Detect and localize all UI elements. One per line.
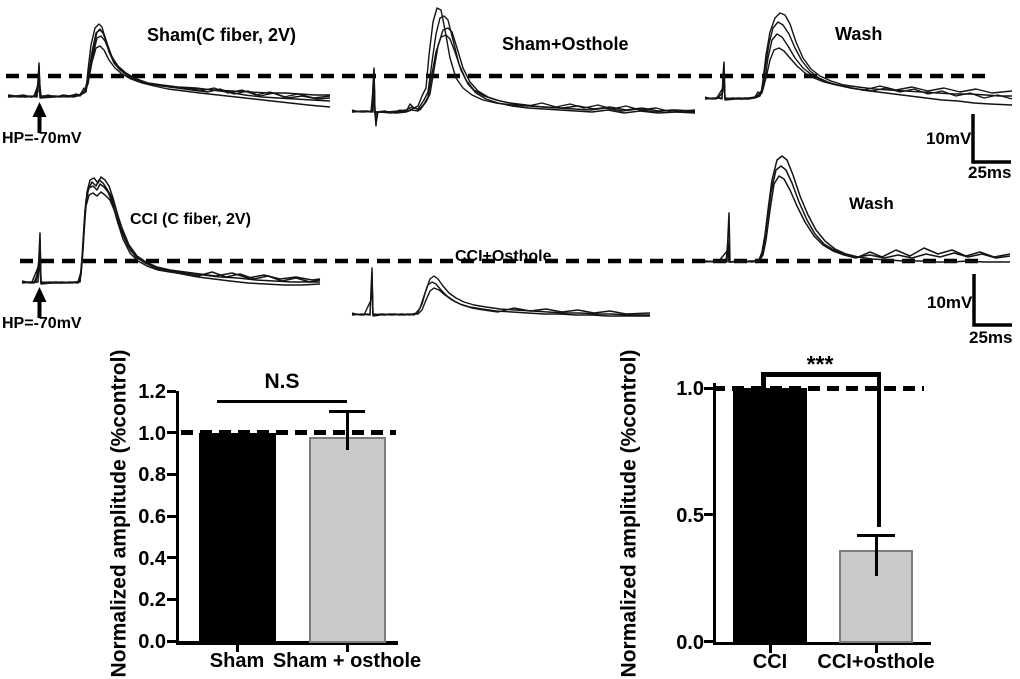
error-bar-cap: [329, 410, 365, 414]
significance-stars: ***: [806, 351, 834, 377]
y-axis-tick: [167, 556, 176, 560]
sig-bracket-right-drop: [876, 372, 881, 527]
trace-path: [351, 7, 696, 127]
y-tick-label: 0.2: [138, 589, 166, 612]
y-axis-tick: [167, 639, 176, 643]
y-axis-tick: [167, 514, 176, 518]
x-axis-tick: [874, 644, 878, 653]
x-axis-tick: [235, 644, 239, 652]
trace-path: [351, 279, 651, 316]
bar: [733, 388, 807, 644]
scalebar-top-time-label: 25ms: [968, 163, 1012, 182]
y-axis-tick: [167, 597, 176, 601]
x-axis-line: [176, 641, 398, 645]
x-axis-tick: [768, 644, 772, 653]
y-axis-tick: [167, 472, 176, 476]
trace-path: [7, 45, 331, 108]
stimulus-arrow-bottom: [32, 287, 47, 318]
category-label: CCI: [752, 650, 788, 673]
y-axis-tick: [167, 431, 176, 435]
y-axis-tick: [167, 389, 176, 393]
panel-title-sham-osthole: Sham+Osthole: [502, 34, 629, 54]
cci-osthole-traces: [351, 267, 651, 317]
x-axis-tick: [345, 644, 349, 652]
y-axis-line: [713, 383, 716, 645]
y-tick-label: 0.5: [676, 504, 704, 527]
trace-path: [351, 267, 650, 317]
sig-bracket-horizontal: [761, 372, 881, 377]
panel-title-cci-osthole: CCI+Osthole: [455, 248, 552, 265]
y-axis-tick: [704, 640, 713, 643]
holding-potential-label-top: HP=-70mV: [2, 130, 82, 147]
scalebar-bottom-voltage-label: 10mV: [927, 293, 973, 312]
trace-path: [704, 33, 1013, 106]
panel-title-sham: Sham(C fiber, 2V): [147, 25, 297, 45]
sham-osthole-traces: [351, 7, 696, 127]
panel-title-wash-bottom: Wash: [849, 194, 894, 213]
wash-bottom-traces: [704, 155, 1011, 263]
y-tick-label: 0.4: [138, 547, 166, 570]
error-bar-line: [874, 535, 878, 577]
ns-annotation: N.S: [264, 370, 300, 393]
trace-path: [704, 155, 1010, 263]
reference-dashed-line: [713, 385, 924, 391]
ns-comparison-line: [217, 400, 347, 403]
trace-path: [704, 47, 1013, 100]
trace-path: [704, 165, 1011, 263]
y-tick-label: 0.0: [676, 631, 704, 654]
scalebar-top-voltage-label: 10mV: [926, 129, 972, 148]
sham-traces: [7, 23, 331, 108]
stimulus-arrow-top: [32, 102, 47, 133]
trace-path: [21, 176, 320, 284]
y-tick-label: 0.8: [138, 464, 166, 487]
category-label: Sham: [209, 650, 265, 672]
arrow-up-icon: [32, 287, 47, 302]
y-tick-label: 1.0: [138, 422, 166, 445]
trace-path: [21, 183, 321, 285]
scalebar-bottom: [972, 274, 1012, 327]
arrow-up-icon: [32, 102, 47, 117]
sig-bracket-left-drop: [761, 372, 766, 389]
cci-traces: [21, 176, 321, 286]
traces-svg: [6, 7, 1013, 327]
scalebar-top: [971, 114, 1011, 164]
bar: [308, 436, 386, 643]
trace-path: [704, 21, 1013, 101]
trace-path: [7, 28, 331, 100]
y-axis-tick: [704, 386, 713, 390]
panel-title-cci: CCI (C fiber, 2V): [130, 211, 251, 228]
y-axis-line: [176, 391, 179, 645]
bar: [198, 432, 276, 643]
y-tick-label: 1.2: [138, 381, 166, 404]
category-label: Sham + osthole: [272, 650, 422, 672]
scalebar-bottom-time-label: 25ms: [969, 328, 1013, 347]
holding-potential-label-bottom: HP=-70mV: [2, 315, 82, 332]
y-tick-label: 1.0: [676, 378, 704, 400]
trace-path: [21, 191, 321, 286]
trace-path: [351, 271, 650, 317]
trace-path: [351, 34, 696, 116]
error-bar-cap: [857, 533, 895, 537]
y-tick-label: 0.6: [138, 506, 166, 529]
reference-dashed-line: [181, 430, 396, 436]
y-axis-tick: [704, 513, 713, 517]
trace-path: [22, 179, 321, 284]
trace-path: [351, 15, 696, 125]
chart2-y-axis-label: Normalized amplitude (%control): [617, 349, 641, 678]
panel-title-wash-top: Wash: [835, 24, 883, 44]
category-label: CCI+osthole: [817, 650, 935, 673]
y-tick-label: 0.0: [138, 631, 166, 653]
wash-top-traces: [704, 12, 1013, 106]
trace-path: [704, 175, 1011, 263]
x-axis-line: [713, 641, 931, 645]
